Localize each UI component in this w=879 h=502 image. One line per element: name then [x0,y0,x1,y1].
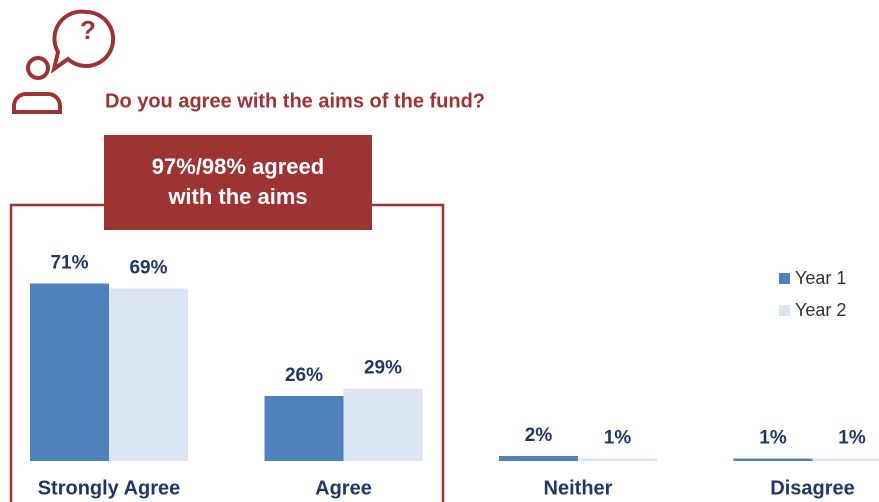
x-tick-label: Neither [544,477,613,499]
bar [733,458,813,461]
bar [578,458,657,461]
legend-swatch [779,305,790,316]
bar [812,458,879,461]
annotation: with the aims [167,184,307,209]
annotation-box [104,135,372,230]
legend-swatch [779,273,790,284]
data-label: 71% [50,253,88,274]
data-label: 1% [604,428,632,449]
bar [343,388,423,461]
data-label: 2% [525,425,553,446]
chart-title: Do you agree with the aims of the fund? [105,90,485,112]
data-label: 1% [759,428,787,449]
x-tick-label: Agree [315,477,372,499]
bar [109,288,188,461]
question-mark-glyph: ? [80,15,96,45]
legend-label: Year 2 [795,300,846,320]
question-icon [12,9,116,114]
data-label: 69% [129,258,167,279]
legend-label: Year 1 [795,268,846,288]
annotation: 97%/98% agreed [152,154,324,179]
data-label: 1% [838,428,866,449]
x-tick-label: Strongly Agree [38,477,181,499]
bar [499,456,578,461]
bar [30,283,109,461]
bar [264,396,344,461]
data-label: 29% [364,358,402,379]
x-tick-label: Disagree [770,477,855,499]
data-label: 26% [285,365,323,386]
